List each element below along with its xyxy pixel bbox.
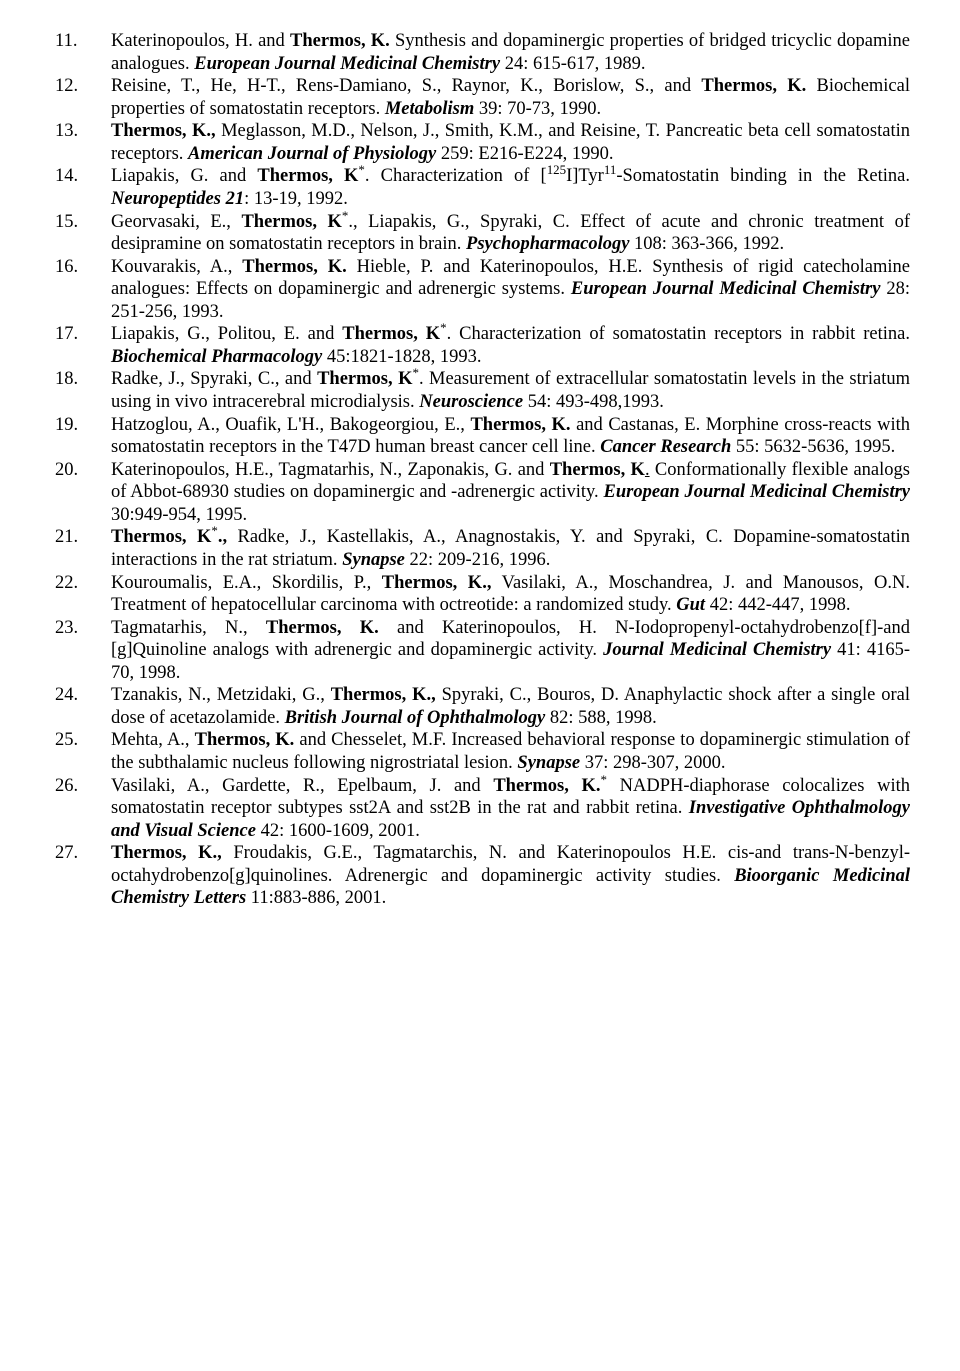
- reference-number: 24.: [55, 684, 111, 729]
- reference-text: Georvasaki, E., Thermos, K*., Liapakis, …: [111, 211, 910, 256]
- reference-text: Radke, J., Spyraki, C., and Thermos, K*.…: [111, 368, 910, 413]
- reference-text: Kouvarakis, A., Thermos, K. Hieble, P. a…: [111, 256, 910, 324]
- reference-number: 17.: [55, 323, 111, 368]
- reference-item: 16.Kouvarakis, A., Thermos, K. Hieble, P…: [55, 256, 910, 324]
- reference-number: 26.: [55, 775, 111, 843]
- reference-item: 24.Tzanakis, N., Metzidaki, G., Thermos,…: [55, 684, 910, 729]
- reference-item: 21.Thermos, K*., Radke, J., Kastellakis,…: [55, 526, 910, 571]
- reference-number: 15.: [55, 211, 111, 256]
- reference-text: Thermos, K., Froudakis, G.E., Tagmatarch…: [111, 842, 910, 910]
- reference-number: 22.: [55, 572, 111, 617]
- reference-text: Vasilaki, A., Gardette, R., Epelbaum, J.…: [111, 775, 910, 843]
- reference-text: Thermos, K*., Radke, J., Kastellakis, A.…: [111, 526, 910, 571]
- reference-number: 14.: [55, 165, 111, 210]
- reference-item: 18.Radke, J., Spyraki, C., and Thermos, …: [55, 368, 910, 413]
- reference-text: Tzanakis, N., Metzidaki, G., Thermos, K.…: [111, 684, 910, 729]
- reference-number: 20.: [55, 459, 111, 527]
- reference-text: Katerinopoulos, H. and Thermos, K. Synth…: [111, 30, 910, 75]
- reference-text: Mehta, A., Thermos, K. and Chesselet, M.…: [111, 729, 910, 774]
- reference-number: 18.: [55, 368, 111, 413]
- reference-text: Hatzoglou, A., Ouafik, L'H., Bakogeorgio…: [111, 414, 910, 459]
- reference-item: 22.Kouroumalis, E.A., Skordilis, P., The…: [55, 572, 910, 617]
- reference-text: Liapakis, G. and Thermos, K*. Characteri…: [111, 165, 910, 210]
- reference-item: 26.Vasilaki, A., Gardette, R., Epelbaum,…: [55, 775, 910, 843]
- reference-number: 11.: [55, 30, 111, 75]
- reference-number: 21.: [55, 526, 111, 571]
- reference-item: 13.Thermos, K., Meglasson, M.D., Nelson,…: [55, 120, 910, 165]
- reference-list: 11.Katerinopoulos, H. and Thermos, K. Sy…: [55, 30, 910, 910]
- reference-text: Kouroumalis, E.A., Skordilis, P., Thermo…: [111, 572, 910, 617]
- reference-number: 12.: [55, 75, 111, 120]
- reference-item: 19.Hatzoglou, A., Ouafik, L'H., Bakogeor…: [55, 414, 910, 459]
- reference-text: Katerinopoulos, H.E., Tagmatarhis, N., Z…: [111, 459, 910, 527]
- reference-text: Reisine, T., He, H-T., Rens-Damiano, S.,…: [111, 75, 910, 120]
- reference-item: 20.Katerinopoulos, H.E., Tagmatarhis, N.…: [55, 459, 910, 527]
- reference-item: 23.Tagmatarhis, N., Thermos, K. and Kate…: [55, 617, 910, 685]
- reference-text: Tagmatarhis, N., Thermos, K. and Katerin…: [111, 617, 910, 685]
- reference-text: Thermos, K., Meglasson, M.D., Nelson, J.…: [111, 120, 910, 165]
- reference-item: 11.Katerinopoulos, H. and Thermos, K. Sy…: [55, 30, 910, 75]
- reference-item: 14.Liapakis, G. and Thermos, K*. Charact…: [55, 165, 910, 210]
- reference-number: 16.: [55, 256, 111, 324]
- reference-item: 25.Mehta, A., Thermos, K. and Chesselet,…: [55, 729, 910, 774]
- reference-item: 12.Reisine, T., He, H-T., Rens-Damiano, …: [55, 75, 910, 120]
- reference-item: 17.Liapakis, G., Politou, E. and Thermos…: [55, 323, 910, 368]
- reference-number: 25.: [55, 729, 111, 774]
- reference-number: 19.: [55, 414, 111, 459]
- reference-text: Liapakis, G., Politou, E. and Thermos, K…: [111, 323, 910, 368]
- reference-number: 13.: [55, 120, 111, 165]
- reference-item: 27.Thermos, K., Froudakis, G.E., Tagmata…: [55, 842, 910, 910]
- reference-number: 27.: [55, 842, 111, 910]
- reference-number: 23.: [55, 617, 111, 685]
- reference-item: 15.Georvasaki, E., Thermos, K*., Liapaki…: [55, 211, 910, 256]
